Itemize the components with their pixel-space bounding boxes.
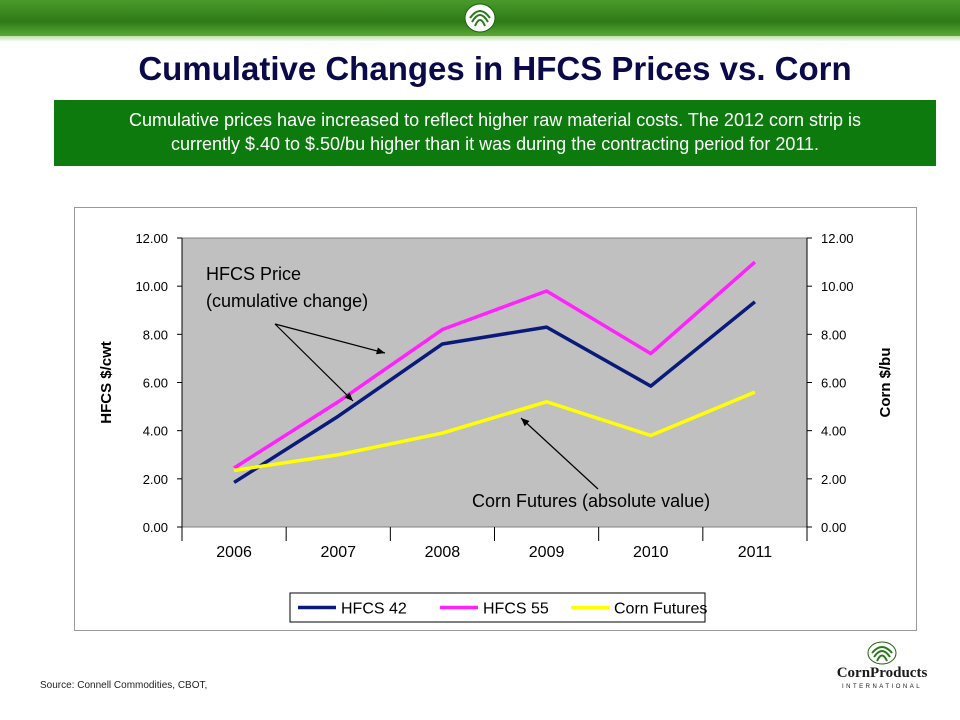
subtitle-line-2: currently $.40 to $.50/bu higher than it… bbox=[170, 134, 820, 154]
series-line-hfcs-42 bbox=[233, 300, 757, 484]
y-tick-label-right: 4.00 bbox=[821, 424, 846, 439]
y-tick-label-right: 8.00 bbox=[821, 327, 846, 342]
x-tick-label: 2008 bbox=[425, 544, 461, 561]
legend-box bbox=[289, 592, 706, 623]
y-tick-label-right: 6.00 bbox=[821, 376, 846, 391]
x-tick-label: 2009 bbox=[529, 544, 565, 561]
x-tick-label: 2011 bbox=[738, 544, 773, 561]
y-tick-label-left: 10.00 bbox=[135, 279, 168, 294]
line-chart: 0.00 0.00 2.00 2.00 4.00 4.00 6.00 6.00 8.00 8.00… bbox=[98, 231, 894, 623]
annotation-arrow-corn-head bbox=[521, 418, 530, 427]
y-axis-title-left: HFCS $/cwt bbox=[98, 341, 115, 424]
annotation-corn: Corn Futures (absolute value) bbox=[472, 491, 710, 511]
y-tick-label-left: 6.00 bbox=[143, 376, 168, 391]
series-line-hfcs-55 bbox=[233, 260, 757, 470]
annotation-arrow-hfcs-42-head bbox=[344, 392, 353, 401]
plot-area bbox=[181, 237, 808, 528]
source-note: Source: Connell Commodities, CBOT, bbox=[40, 680, 208, 691]
legend-item-hfcs-55-label: HFCS 55 bbox=[483, 601, 549, 618]
annotation-hfcs-line2: (cumulative change) bbox=[206, 291, 368, 311]
subtitle-banner: Cumulative prices have increased to refl… bbox=[54, 100, 936, 166]
chart-frame: 0.00 0.00 2.00 2.00 4.00 4.00 6.00 6.00 8.00 8.00… bbox=[74, 207, 917, 631]
y-tick-label-left: 0.00 bbox=[143, 520, 168, 535]
annotation-hfcs-line1: HFCS Price bbox=[206, 264, 301, 284]
corn-products-logo-icon: CornProducts INTERNATIONAL bbox=[837, 641, 928, 690]
x-tick-label: 2007 bbox=[320, 544, 356, 561]
corn-logo-icon bbox=[464, 3, 496, 33]
x-tick-label: 2006 bbox=[216, 544, 252, 561]
annotation-arrow-corn bbox=[520, 417, 599, 490]
corn-products-logo: CornProducts INTERNATIONAL bbox=[826, 640, 938, 692]
y-tick-label-left: 4.00 bbox=[143, 424, 168, 439]
y-tick-label-left: 12.00 bbox=[135, 231, 168, 246]
legend-item-corn-futures-label: Corn Futures bbox=[614, 601, 707, 618]
series-line-corn-futures bbox=[233, 390, 756, 473]
y-tick-label-right: 10.00 bbox=[821, 279, 854, 294]
y-tick-label-right: 2.00 bbox=[821, 472, 846, 487]
subtitle-line-1: Cumulative prices have increased to refl… bbox=[129, 110, 861, 130]
page-title: Cumulative Changes in HFCS Prices vs. Co… bbox=[138, 50, 852, 87]
y-tick-label-right: 0.00 bbox=[821, 520, 846, 535]
y-axis-title-right: Corn $/bu bbox=[877, 348, 894, 418]
legend-item-hfcs-42-label: HFCS 42 bbox=[341, 601, 407, 618]
annotation-arrow-hfcs-55 bbox=[274, 323, 386, 354]
y-tick-label-left: 8.00 bbox=[143, 327, 168, 342]
y-tick-label-left: 2.00 bbox=[143, 472, 168, 487]
x-tick-label: 2010 bbox=[633, 544, 669, 561]
brand-name: CornProducts bbox=[837, 665, 928, 681]
annotation-arrow-hfcs-42 bbox=[274, 323, 354, 402]
y-tick-label-right: 12.00 bbox=[821, 231, 854, 246]
top-banner-divider bbox=[0, 36, 960, 42]
annotation-arrow-hfcs-55-head bbox=[376, 347, 385, 355]
brand-subtitle: INTERNATIONAL bbox=[842, 684, 922, 690]
